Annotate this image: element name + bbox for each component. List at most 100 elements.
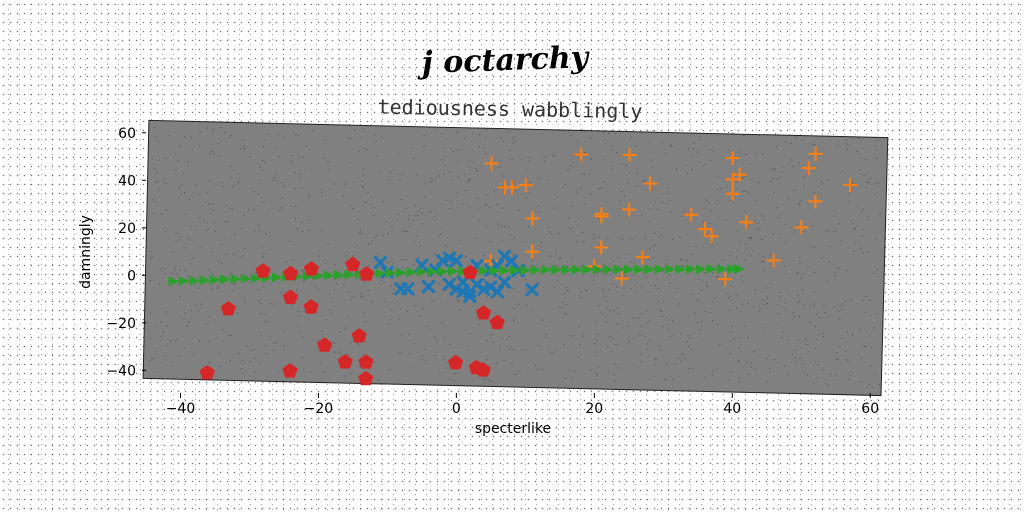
data-point-cross	[622, 202, 637, 217]
data-marks	[168, 146, 858, 386]
data-point-cross	[635, 250, 650, 265]
data-point-cross	[518, 178, 533, 193]
data-point-triangle	[530, 264, 542, 275]
data-point-triangle	[634, 264, 646, 275]
y-axis: −40 −20 0 20 40 60	[106, 126, 146, 379]
data-point-triangle	[230, 274, 242, 285]
data-point-pentagon	[303, 299, 319, 314]
data-point-triangle	[571, 264, 583, 275]
data-point-cross	[525, 244, 540, 259]
data-point-triangle	[333, 270, 345, 281]
data-point-cross	[594, 207, 609, 222]
data-point-triangle	[706, 264, 718, 275]
data-point-triangle	[499, 265, 511, 276]
data-point-cross	[739, 215, 754, 230]
data-point-triangle	[251, 273, 263, 284]
data-point-x	[463, 289, 477, 304]
data-point-x	[401, 282, 415, 296]
data-point-pentagon	[448, 354, 464, 370]
data-point-triangle	[675, 264, 687, 275]
y-tick-label: −40	[106, 363, 136, 379]
data-point-cross	[725, 186, 740, 201]
data-point-triangle	[427, 266, 439, 277]
y-tick-label: −20	[106, 316, 136, 332]
data-point-cross	[697, 222, 712, 237]
data-point-triangle	[592, 264, 604, 275]
data-point-pentagon	[475, 305, 492, 320]
data-point-cross	[842, 177, 858, 192]
data-point-x	[421, 279, 436, 294]
data-point-triangle	[509, 265, 521, 276]
data-point-cross	[801, 161, 816, 176]
data-point-cross	[808, 146, 823, 161]
data-point-cross	[574, 147, 589, 162]
data-point-triangle	[220, 274, 232, 285]
data-point-cross	[484, 156, 499, 171]
chart-title: j octarchy	[416, 40, 591, 81]
data-point-cross	[684, 207, 699, 222]
data-point-triangle	[302, 271, 314, 282]
data-point-triangle	[271, 272, 283, 283]
data-point-cross	[483, 253, 498, 268]
data-point-cross	[525, 211, 540, 226]
data-point-triangle	[344, 269, 356, 280]
y-tick-label: 40	[118, 173, 136, 189]
data-point-pentagon	[489, 314, 505, 330]
y-tick-label: 60	[118, 126, 136, 142]
data-point-triangle	[540, 264, 552, 275]
data-point-cross	[794, 220, 809, 235]
data-point-pentagon	[358, 370, 374, 386]
data-point-triangle	[189, 275, 201, 286]
chart-subtitle: tediousness wabblingly	[377, 95, 642, 124]
x-tick-label: 40	[723, 401, 741, 417]
x-axis: −40 −20 0 20 40 60	[166, 393, 879, 417]
data-point-x	[497, 275, 512, 290]
data-point-pentagon	[255, 263, 271, 278]
data-point-triangle	[396, 267, 408, 278]
data-point-pentagon	[345, 256, 361, 272]
data-point-triangle	[209, 274, 221, 285]
data-point-triangle	[406, 267, 418, 278]
x-tick-label: 60	[861, 401, 879, 417]
data-point-triangle	[613, 264, 625, 275]
data-point-x	[373, 255, 388, 270]
x-tick-label: −20	[304, 401, 334, 417]
data-point-pentagon	[199, 364, 215, 380]
data-point-triangle	[561, 264, 573, 275]
series-pentagon	[199, 256, 505, 386]
data-point-triangle	[727, 263, 739, 274]
data-point-triangle	[437, 266, 449, 277]
data-point-triangle	[654, 264, 666, 275]
series-triangle-right	[168, 263, 746, 287]
y-tick-label: 20	[118, 221, 136, 237]
data-point-triangle	[716, 264, 728, 275]
data-point-pentagon	[351, 328, 367, 343]
x-tick-label: 20	[585, 401, 603, 417]
data-point-pentagon	[317, 337, 333, 352]
data-point-triangle	[375, 268, 387, 279]
data-point-x	[504, 254, 519, 268]
data-point-triangle	[602, 264, 614, 275]
data-point-cross	[766, 253, 781, 268]
data-point-triangle	[385, 267, 397, 278]
data-point-triangle	[323, 270, 335, 281]
data-point-cross	[725, 151, 740, 166]
data-point-pentagon	[282, 289, 299, 305]
data-point-triangle	[240, 273, 252, 284]
data-point-pentagon	[337, 354, 353, 369]
data-point-cross	[718, 272, 733, 287]
data-point-pentagon	[358, 354, 374, 369]
data-point-triangle	[489, 265, 501, 276]
data-point-triangle	[199, 275, 211, 286]
data-point-triangle	[520, 265, 532, 276]
x-tick-label: −40	[166, 401, 196, 417]
y-tick-label: 0	[127, 268, 136, 284]
data-point-triangle	[178, 276, 190, 287]
data-point-cross	[505, 180, 520, 195]
y-axis-label: damningly	[78, 215, 94, 289]
data-point-pentagon	[220, 300, 237, 316]
data-point-pentagon	[462, 264, 478, 280]
data-point-x	[525, 283, 539, 297]
data-point-pentagon	[283, 265, 299, 281]
